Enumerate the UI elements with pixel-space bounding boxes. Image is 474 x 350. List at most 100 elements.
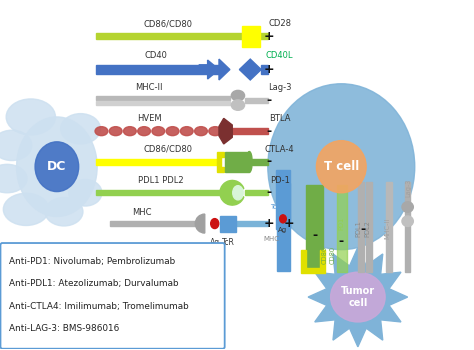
Text: +: + — [264, 217, 274, 230]
Text: -: - — [313, 229, 318, 242]
Ellipse shape — [35, 142, 79, 191]
Polygon shape — [217, 152, 224, 173]
Bar — [96, 190, 220, 195]
Bar — [405, 182, 410, 272]
Text: PDL1 PDL2: PDL1 PDL2 — [138, 176, 184, 185]
Text: PDL1: PDL1 — [356, 220, 362, 237]
Text: Ag: Ag — [210, 238, 220, 247]
Bar — [260, 33, 268, 40]
Text: -: - — [339, 234, 344, 247]
Text: CD40L: CD40L — [266, 51, 293, 60]
Ellipse shape — [45, 197, 83, 226]
Text: Anti-LAG-3: BMS-986016: Anti-LAG-3: BMS-986016 — [9, 324, 120, 333]
Wedge shape — [195, 214, 205, 233]
Text: Tumor
cell: Tumor cell — [341, 286, 375, 308]
Bar — [220, 216, 236, 232]
Bar — [386, 182, 392, 272]
Text: TcR: TcR — [221, 238, 235, 247]
Ellipse shape — [69, 180, 102, 206]
Text: BTLA: BTLA — [269, 114, 291, 123]
Bar — [252, 159, 268, 165]
Bar — [96, 96, 230, 100]
Bar — [96, 33, 242, 40]
Text: CD28: CD28 — [268, 19, 291, 28]
Polygon shape — [219, 59, 230, 80]
Wedge shape — [220, 181, 244, 205]
Text: Anti-PD1: Nivolumab; Pembrolizumab: Anti-PD1: Nivolumab; Pembrolizumab — [9, 257, 176, 266]
Polygon shape — [239, 59, 261, 80]
Text: HVEM: HVEM — [137, 114, 162, 123]
Ellipse shape — [17, 117, 97, 216]
Bar — [245, 98, 268, 103]
Text: PD-1: PD-1 — [270, 176, 290, 185]
Ellipse shape — [194, 127, 207, 136]
Text: Anti-CTLA4: Imilimumab; Tromelimumab: Anti-CTLA4: Imilimumab; Tromelimumab — [9, 302, 189, 310]
Bar — [96, 159, 217, 164]
Ellipse shape — [402, 202, 413, 212]
FancyBboxPatch shape — [0, 243, 225, 349]
Text: CD40: CD40 — [145, 51, 168, 60]
Text: -: - — [266, 155, 271, 168]
Polygon shape — [308, 247, 408, 347]
Ellipse shape — [180, 127, 193, 136]
Text: DC: DC — [47, 160, 66, 173]
Text: Lag-3: Lag-3 — [406, 179, 411, 197]
Text: MHC: MHC — [132, 208, 152, 217]
Text: -: - — [266, 125, 271, 138]
Text: MHC: MHC — [263, 236, 279, 242]
Bar — [306, 185, 323, 272]
Ellipse shape — [95, 127, 108, 136]
Bar — [96, 101, 230, 105]
Ellipse shape — [231, 100, 245, 110]
Ellipse shape — [402, 216, 413, 226]
Ellipse shape — [233, 186, 243, 200]
Ellipse shape — [211, 219, 219, 229]
Text: +: + — [264, 63, 274, 76]
Ellipse shape — [109, 127, 122, 136]
Text: CTLA-4: CTLA-4 — [311, 217, 317, 240]
Bar — [232, 128, 268, 134]
Ellipse shape — [268, 84, 415, 250]
Text: -: - — [360, 223, 365, 236]
Text: MHC-II: MHC-II — [384, 218, 390, 239]
Ellipse shape — [280, 215, 286, 223]
Text: CD86/CD80: CD86/CD80 — [144, 19, 193, 28]
Polygon shape — [301, 250, 325, 273]
Ellipse shape — [166, 127, 179, 136]
Text: -: - — [266, 94, 271, 107]
Text: T cell: T cell — [324, 160, 359, 173]
Ellipse shape — [331, 272, 385, 322]
Bar — [358, 182, 364, 272]
Bar — [110, 221, 203, 226]
Text: Ag: Ag — [278, 227, 288, 233]
Bar — [277, 183, 290, 271]
Text: CD80: CD80 — [330, 246, 336, 264]
Bar — [366, 182, 372, 272]
Text: TcR: TcR — [271, 204, 282, 210]
Ellipse shape — [246, 152, 252, 173]
Ellipse shape — [0, 164, 27, 193]
Bar — [225, 152, 249, 173]
Bar — [242, 26, 260, 47]
Ellipse shape — [316, 141, 366, 193]
Text: CD86/CD80: CD86/CD80 — [144, 145, 193, 154]
Polygon shape — [199, 60, 219, 79]
Text: CD86: CD86 — [322, 246, 328, 264]
Bar — [236, 221, 268, 226]
Text: -: - — [266, 186, 271, 199]
Ellipse shape — [152, 127, 165, 136]
Text: +: + — [284, 217, 294, 230]
Ellipse shape — [3, 193, 49, 225]
Text: PD1: PD1 — [339, 217, 345, 230]
Bar — [242, 26, 260, 47]
Bar — [96, 65, 219, 74]
Bar — [261, 65, 268, 74]
Ellipse shape — [61, 114, 100, 144]
Bar — [276, 170, 290, 229]
Ellipse shape — [231, 90, 245, 101]
Ellipse shape — [0, 130, 32, 161]
Bar — [245, 190, 268, 195]
Text: PDL2: PDL2 — [364, 220, 370, 237]
Text: +: + — [264, 30, 274, 43]
Ellipse shape — [6, 99, 55, 135]
